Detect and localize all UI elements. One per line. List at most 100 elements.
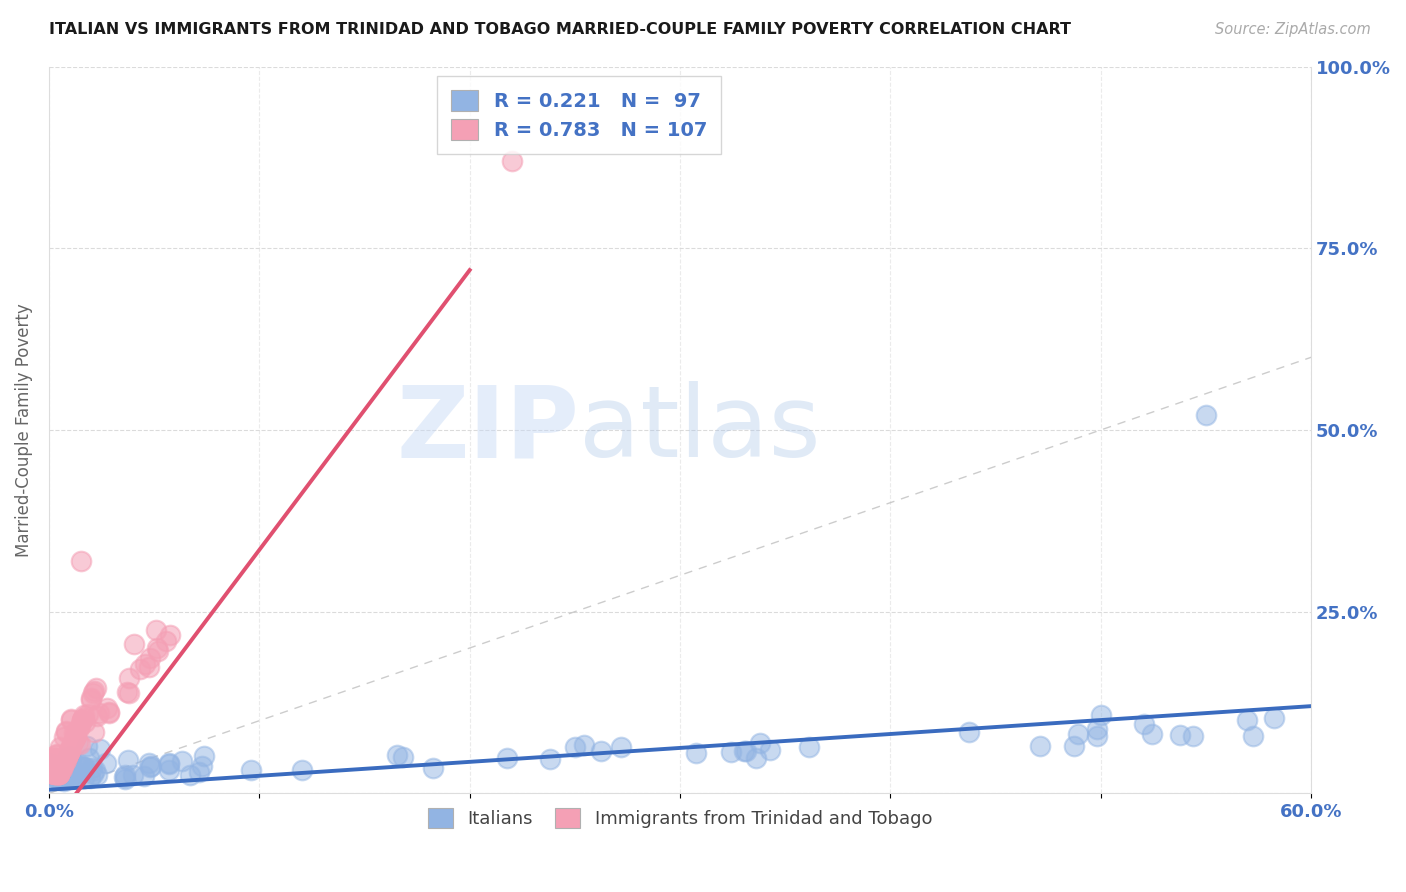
Point (172, 754, 194, 768)
Point (72, 760, 94, 774)
Point (132, 768, 155, 782)
Point (1263, 710, 1285, 724)
Point (62, 726, 84, 740)
Point (387, 747, 409, 762)
Point (191, 758, 214, 772)
Point (73, 707, 96, 722)
Point (538, 752, 561, 766)
Point (76, 739, 98, 753)
Point (70, 713, 93, 727)
Point (495, 751, 517, 765)
Point (60, 712, 83, 726)
Point (797, 740, 820, 755)
Point (59, 713, 82, 727)
Point (73, 760, 96, 774)
Point (589, 744, 612, 758)
Point (58, 745, 80, 759)
Point (118, 686, 141, 700)
Point (117, 753, 139, 767)
Point (45, 765, 67, 780)
Point (52, 772, 75, 786)
Point (77, 751, 100, 765)
Point (129, 662, 152, 676)
Point (42, 766, 65, 780)
Point (51, 762, 73, 776)
Point (53, 774, 76, 789)
Point (42, 766, 65, 780)
Point (63, 770, 86, 784)
Point (69, 554, 91, 568)
Point (44, 751, 66, 765)
Point (1090, 708, 1112, 723)
Point (65, 767, 87, 781)
Point (564, 740, 586, 755)
Point (82, 767, 104, 781)
Point (1236, 713, 1258, 727)
Point (56, 749, 79, 764)
Point (98, 705, 121, 719)
Point (155, 634, 177, 648)
Point (80, 761, 103, 775)
Point (39, 762, 62, 776)
Point (98, 706, 121, 721)
Point (41, 766, 63, 780)
Point (45, 766, 67, 780)
Point (139, 650, 162, 665)
Point (48, 767, 70, 781)
Point (55, 725, 77, 739)
Point (52, 772, 75, 786)
Point (51, 764, 73, 778)
Point (56, 748, 79, 763)
Point (124, 637, 146, 651)
Point (45, 766, 67, 780)
Point (56, 749, 79, 764)
Point (38, 765, 60, 780)
Point (58, 745, 80, 759)
Point (41, 766, 63, 780)
Point (55, 751, 77, 765)
Point (1181, 729, 1204, 743)
Point (45, 748, 67, 763)
Point (96, 701, 118, 715)
Point (89, 742, 111, 756)
Point (60, 739, 83, 753)
Point (56, 749, 79, 764)
Point (42, 766, 65, 780)
Point (1170, 728, 1192, 742)
Point (1063, 739, 1085, 753)
Point (48, 772, 70, 787)
Point (89, 706, 111, 720)
Point (69, 737, 91, 751)
Point (75, 714, 97, 729)
Point (44, 751, 66, 765)
Point (73, 771, 96, 785)
Point (79, 692, 101, 706)
Point (42, 766, 65, 780)
Text: Source: ZipAtlas.com: Source: ZipAtlas.com (1215, 22, 1371, 37)
Point (48, 739, 70, 754)
Point (59, 749, 82, 764)
Point (84, 681, 107, 695)
Point (392, 750, 415, 764)
Point (41, 759, 63, 773)
Point (52, 768, 75, 782)
Point (59, 768, 82, 782)
Point (70, 713, 93, 727)
Point (52, 757, 75, 772)
Point (56, 747, 79, 761)
Point (72, 711, 94, 725)
Point (58, 756, 80, 771)
Point (44, 766, 66, 780)
Point (83, 684, 105, 698)
Point (138, 660, 160, 674)
Point (48, 767, 70, 781)
Point (70, 713, 93, 727)
Point (58, 763, 80, 777)
Point (759, 743, 782, 757)
Point (62, 768, 84, 782)
Point (69, 757, 91, 772)
Point (45, 747, 67, 761)
Point (1085, 723, 1108, 737)
Point (49, 767, 72, 781)
Point (52, 758, 75, 772)
